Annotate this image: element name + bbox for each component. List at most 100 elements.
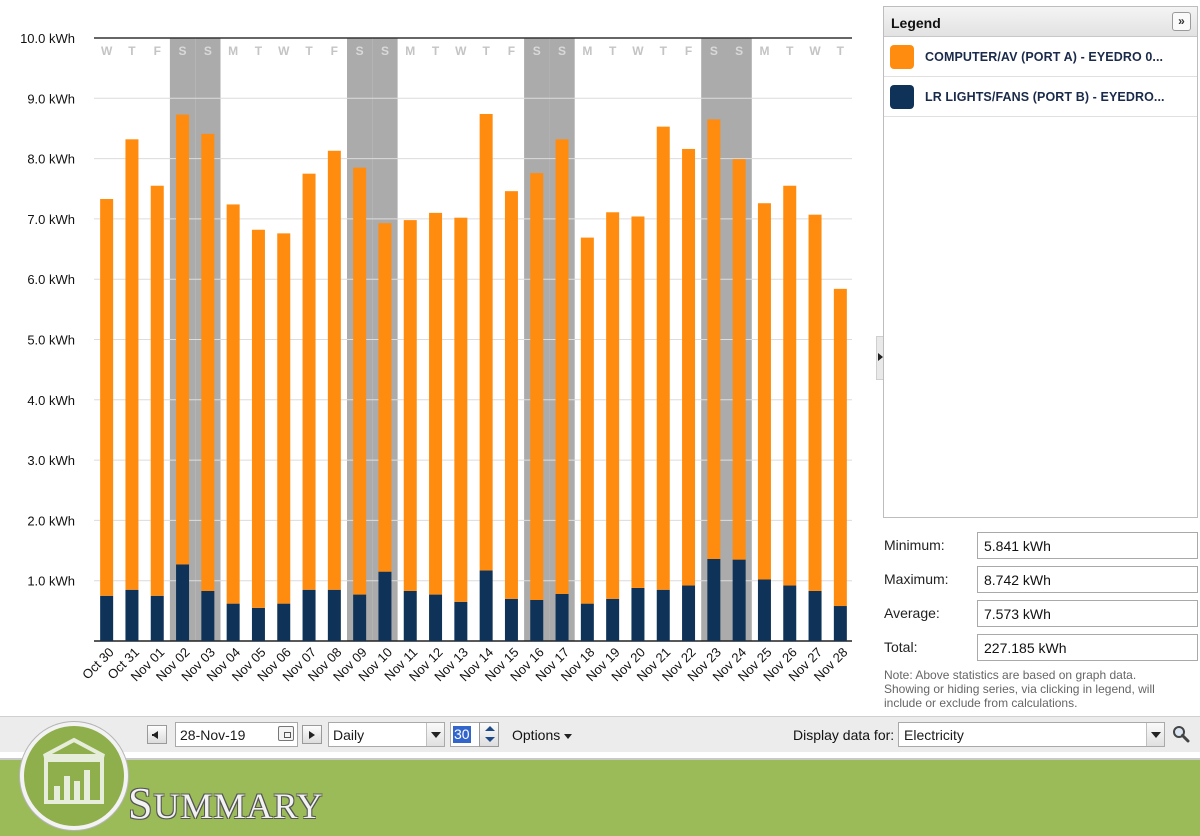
- weekday-label: S: [356, 44, 364, 58]
- bar-segment: [833, 288, 847, 607]
- y-tick-label: 5.0 kWh: [27, 333, 75, 348]
- weekday-label: S: [735, 44, 743, 58]
- expand-arrow-icon: [878, 353, 883, 361]
- legend-item-computer-av[interactable]: COMPUTER/AV (PORT A) - EYEDRO 0...: [884, 37, 1197, 77]
- weekday-label: S: [381, 44, 389, 58]
- collapse-legend-button[interactable]: »: [1172, 12, 1191, 31]
- data-type-value: Electricity: [904, 727, 964, 743]
- bar-segment: [201, 133, 215, 591]
- bar-segment: [606, 212, 620, 599]
- arrow-left-icon: [152, 731, 158, 739]
- bar-segment: [454, 217, 468, 602]
- bar-segment: [378, 223, 392, 572]
- spin-down-icon[interactable]: [485, 737, 495, 742]
- bar-segment: [403, 220, 417, 591]
- bar-segment: [707, 558, 721, 641]
- bar-segment: [327, 150, 341, 590]
- weekday-label: M: [582, 44, 592, 58]
- legend-panel: Legend » COMPUTER/AV (PORT A) - EYEDRO 0…: [883, 6, 1198, 518]
- bar-segment: [479, 113, 493, 571]
- date-input[interactable]: 28-Nov-19: [175, 722, 298, 747]
- weekday-label: F: [154, 44, 161, 58]
- page-title-rest: UMMARY: [153, 786, 324, 826]
- bar-segment: [353, 167, 367, 595]
- weekday-label: F: [685, 44, 692, 58]
- bar-segment: [580, 603, 594, 641]
- weekday-label: M: [228, 44, 238, 58]
- options-label: Options: [512, 727, 561, 743]
- legend-item-label: LR LIGHTS/FANS (PORT B) - EYEDRO...: [925, 90, 1165, 104]
- bar-segment: [504, 191, 518, 599]
- bar-segment: [454, 601, 468, 641]
- bar-segment: [631, 216, 645, 588]
- bar-segment: [100, 595, 114, 641]
- weekday-label: W: [278, 44, 290, 58]
- bar-segment: [302, 589, 316, 641]
- y-tick-label: 2.0 kWh: [27, 513, 75, 528]
- bar-segment: [757, 203, 771, 580]
- period-select[interactable]: Daily: [328, 722, 445, 747]
- legend-item-lr-lights-fans[interactable]: LR LIGHTS/FANS (PORT B) - EYEDRO...: [884, 77, 1197, 117]
- bar-segment: [757, 579, 771, 641]
- previous-period-button[interactable]: [147, 725, 167, 744]
- calendar-icon[interactable]: [278, 726, 294, 741]
- weekday-label: T: [660, 44, 668, 58]
- period-value: Daily: [333, 727, 365, 743]
- weekday-label: M: [405, 44, 415, 58]
- average-value-field[interactable]: 7.573 kWh: [977, 600, 1198, 627]
- bar-segment: [504, 598, 518, 641]
- bar-segment: [783, 585, 797, 641]
- total-value-field[interactable]: 227.185 kWh: [977, 634, 1198, 661]
- bar-segment: [277, 603, 291, 641]
- period-count-spinner[interactable]: [479, 722, 499, 747]
- chevron-down-icon[interactable]: [426, 723, 444, 746]
- chevron-down-icon[interactable]: [1146, 723, 1164, 746]
- bar-segment: [226, 603, 240, 641]
- bar-segment: [251, 229, 265, 608]
- bar-segment: [555, 593, 569, 641]
- next-period-button[interactable]: [302, 725, 322, 744]
- bar-segment: [226, 204, 240, 604]
- data-type-select[interactable]: Electricity: [898, 722, 1165, 747]
- maximum-value-field[interactable]: 8.742 kWh: [977, 566, 1198, 593]
- stacked-bar-chart: 10.0 kWh 9.0 kWh 8.0 kWh 7.0 kWh 6.0 kWh 5.0 …: [20, 31, 852, 684]
- period-count-input[interactable]: 30: [450, 722, 480, 747]
- search-icon[interactable]: [1172, 725, 1190, 743]
- bar-segment: [732, 159, 746, 560]
- page-title: SUMMARY: [128, 780, 324, 830]
- bar-segment: [808, 590, 822, 641]
- bar-segment: [251, 607, 265, 641]
- weekday-label: S: [533, 44, 541, 58]
- bar-segment: [682, 148, 696, 586]
- y-tick-label: 4.0 kWh: [27, 393, 75, 408]
- display-data-label: Display data for:: [793, 727, 895, 743]
- caret-down-icon: [564, 733, 573, 739]
- weekday-label: T: [255, 44, 263, 58]
- bar-segment: [479, 570, 493, 641]
- weekday-label: F: [331, 44, 338, 58]
- legend-item-label: COMPUTER/AV (PORT A) - EYEDRO 0...: [925, 50, 1164, 64]
- weekday-label: W: [455, 44, 467, 58]
- bar-segment: [201, 590, 215, 641]
- spin-up-icon[interactable]: [485, 726, 495, 731]
- weekday-label: T: [128, 44, 136, 58]
- weekday-label: S: [204, 44, 212, 58]
- minimum-value-field[interactable]: 5.841 kWh: [977, 532, 1198, 559]
- weekday-label: S: [179, 44, 187, 58]
- options-menu-button[interactable]: Options: [512, 727, 573, 743]
- minimum-label: Minimum:: [884, 537, 945, 553]
- bar-segment: [429, 594, 443, 641]
- bar-segment: [656, 589, 670, 641]
- date-value: 28-Nov-19: [180, 727, 246, 743]
- bar-segment: [302, 173, 316, 590]
- weekday-label: T: [609, 44, 617, 58]
- bar-segment: [530, 599, 544, 641]
- bar-segment: [327, 589, 341, 641]
- y-tick-label: 3.0 kWh: [27, 453, 75, 468]
- weekday-label: T: [432, 44, 440, 58]
- bar-segment: [833, 606, 847, 641]
- bar-segment: [682, 585, 696, 641]
- weekday-label: T: [305, 44, 313, 58]
- weekday-label: S: [710, 44, 718, 58]
- y-tick-label: 9.0 kWh: [27, 91, 75, 106]
